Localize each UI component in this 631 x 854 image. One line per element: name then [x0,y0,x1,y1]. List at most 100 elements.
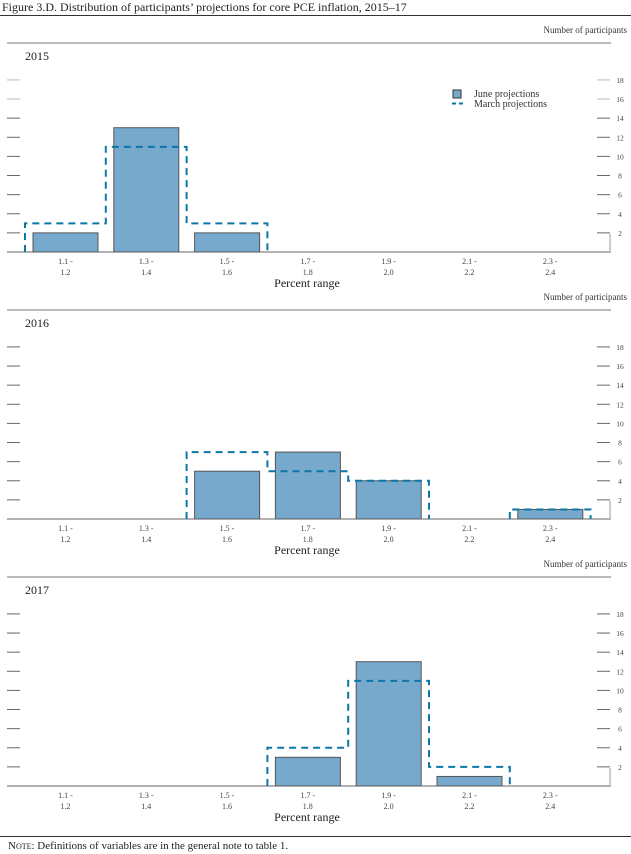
x-tick-label: 2.3 - [543,791,558,800]
y-axis-label: Number of participants [544,292,628,302]
y-tick-label: 18 [616,343,624,352]
x-tick-label: 1.8 [303,268,313,277]
x-tick-label: 2.2 [464,268,474,277]
june-bar [436,775,503,787]
panel-title: 2016 [25,316,49,330]
y-tick-label: 4 [618,744,622,753]
x-axis-label: Percent range [274,810,340,824]
x-tick-label: 1.3 - [139,524,154,533]
x-tick-label: 2.0 [384,535,394,544]
y-tick-label: 16 [616,629,624,638]
note-label: Note [8,840,32,852]
title-rule [0,15,631,16]
x-tick-label: 2.1 - [462,524,477,533]
x-tick-label: 1.2 [60,268,70,277]
x-tick-label: 1.4 [141,535,151,544]
panel-title: 2015 [25,49,49,63]
note-text: : Definitions of variables are in the ge… [31,840,289,852]
y-tick-label: 16 [616,95,624,104]
june-bar [113,127,180,253]
x-tick-label: 1.2 [60,802,70,811]
x-axis-label: Percent range [274,276,340,290]
x-tick-label: 1.2 [60,535,70,544]
y-tick-label: 6 [618,458,622,467]
march-step-line [24,145,269,252]
x-tick-label: 1.8 [303,802,313,811]
x-tick-label: 1.6 [222,535,232,544]
x-tick-label: 2.3 - [543,524,558,533]
x-tick-label: 2.0 [384,802,394,811]
panel-title: 2017 [25,583,49,597]
x-tick-label: 1.5 - [220,524,235,533]
y-tick-label: 6 [618,725,622,734]
y-tick-label: 18 [616,76,624,85]
y-tick-label: 2 [618,763,622,772]
y-tick-label: 14 [616,648,624,657]
june-bar [517,508,584,520]
x-tick-label: 2.4 [545,802,555,811]
y-tick-label: 18 [616,610,624,619]
x-tick-label: 1.1 - [58,524,73,533]
figure-note: Note: Definitions of variables are in th… [8,840,288,852]
x-tick-label: 1.9 - [381,524,396,533]
legend-march-label: March projections [474,99,547,110]
x-tick-label: 1.9 - [381,791,396,800]
y-tick-label: 4 [618,477,622,486]
x-tick-label: 2.2 [464,802,474,811]
y-tick-label: 12 [616,400,624,409]
x-tick-label: 1.7 - [300,524,315,533]
y-tick-label: 10 [616,152,624,161]
x-tick-label: 1.1 - [58,257,73,266]
june-bar [32,232,99,253]
y-tick-label: 8 [618,172,622,181]
y-tick-label: 2 [618,229,622,238]
x-tick-label: 1.4 [141,802,151,811]
figure-title: Figure 3.D. Distribution of participants… [2,0,407,14]
y-tick-label: 8 [618,439,622,448]
x-tick-label: 1.7 - [300,257,315,266]
x-tick-label: 1.1 - [58,791,73,800]
legend-june-label: June projections [474,89,539,100]
y-tick-label: 10 [616,419,624,428]
y-tick-label: 4 [618,210,622,219]
y-tick-label: 12 [616,133,624,142]
y-axis-label: Number of participants [544,559,628,569]
june-bar [274,756,341,787]
june-bar [355,661,422,787]
note-rule [0,836,631,837]
x-tick-label: 2.2 [464,535,474,544]
y-axis-label: Number of participants [544,25,628,35]
y-tick-label: 2 [618,496,622,505]
y-tick-label: 10 [616,686,624,695]
x-tick-label: 1.6 [222,802,232,811]
y-tick-label: 6 [618,191,622,200]
june-bar [194,232,261,253]
x-tick-label: 2.0 [384,268,394,277]
x-axis-label: Percent range [274,543,340,557]
y-tick-label: 16 [616,362,624,371]
x-tick-label: 1.5 - [220,791,235,800]
x-tick-label: 1.3 - [139,791,154,800]
x-tick-label: 1.4 [141,268,151,277]
march-step-line [266,679,511,786]
x-tick-label: 1.8 [303,535,313,544]
x-tick-label: 1.5 - [220,257,235,266]
legend-june-swatch [452,89,462,99]
x-tick-label: 2.4 [545,535,555,544]
x-tick-label: 2.3 - [543,257,558,266]
x-tick-label: 2.1 - [462,257,477,266]
march-step-line [185,451,592,519]
june-bar [194,470,261,520]
y-tick-label: 14 [616,381,624,390]
x-tick-label: 1.7 - [300,791,315,800]
x-tick-label: 1.3 - [139,257,154,266]
y-tick-label: 12 [616,667,624,676]
x-tick-label: 1.6 [222,268,232,277]
y-tick-label: 14 [616,114,624,123]
june-bar [355,480,422,520]
x-tick-label: 1.9 - [381,257,396,266]
x-tick-label: 2.1 - [462,791,477,800]
june-bar [274,451,341,520]
y-tick-label: 8 [618,706,622,715]
